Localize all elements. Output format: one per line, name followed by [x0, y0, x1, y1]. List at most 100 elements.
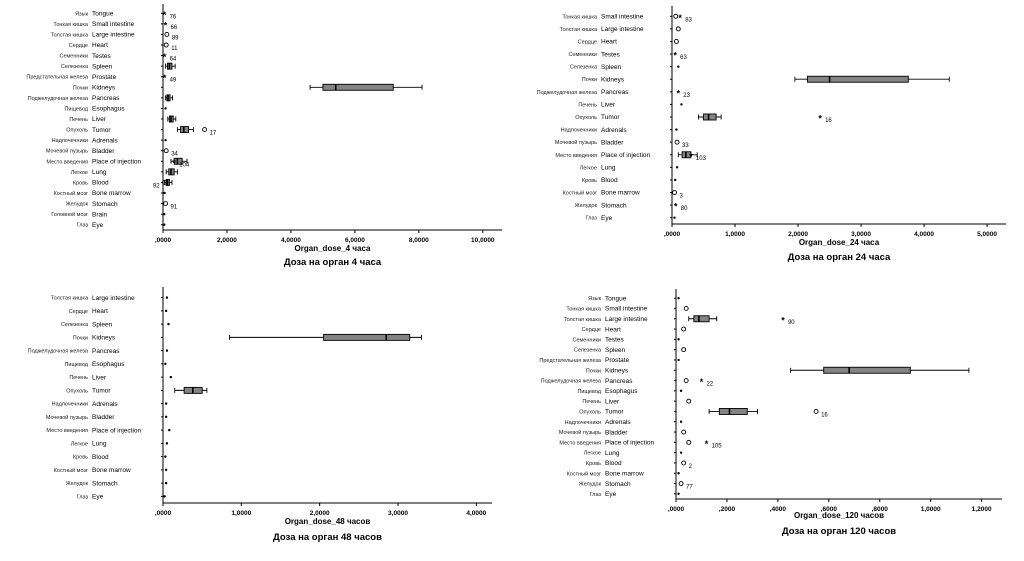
outlier-marker-icon [681, 460, 687, 466]
case-number-label: 16 [825, 118, 832, 124]
organ-label-ru: Опухоль [66, 388, 88, 394]
organ-label-en: Large intestine [605, 316, 648, 323]
organ-label-en: Spleen [601, 64, 622, 71]
outlier-marker-icon [672, 190, 677, 195]
organ-label-en: Bone marrow [605, 470, 644, 477]
organ-label-ru: Язык [588, 296, 601, 302]
organ-label-en: Adrenals [601, 127, 627, 134]
case-number-label: 23 [683, 93, 690, 99]
point-marker-icon [164, 309, 168, 313]
extreme-marker-icon: * [673, 51, 677, 61]
point-marker-icon [677, 358, 680, 362]
x-tick-label: 1,0000 [231, 510, 251, 517]
organ-label-ru: Селезенка [574, 348, 602, 354]
point-marker-icon [164, 468, 168, 472]
organ-label-en: Kidneys [605, 367, 629, 374]
outlier-marker-icon [681, 326, 687, 332]
outlier-marker-icon [162, 179, 168, 185]
x-tick-label: 2,0000 [788, 231, 808, 238]
boxplot-box [807, 75, 909, 83]
extreme-marker-icon: * [674, 202, 678, 212]
organ-label-en: Place of injection [92, 427, 142, 434]
extreme-marker-icon: * [689, 151, 693, 161]
chart-panel-organ-dose-120h: ,0000 ,2000 ,4000 ,6000 ,8000 1,0000 1,2000 Язы… [520, 281, 1024, 561]
organ-label-ru: Толстая кишка [564, 317, 602, 323]
organ-label-ru: Пищевод [64, 106, 88, 112]
organ-label-ru: Предстательная железа [26, 75, 89, 81]
organ-label-ru: Костный мозг [54, 190, 88, 197]
organ-label-ru: Поджелудочная железа [28, 96, 89, 102]
outlier-marker-icon [673, 39, 679, 44]
organ-label-en: Small intestine [92, 21, 135, 28]
boxplot-box [323, 333, 411, 341]
organ-label-ru: Глаз [77, 494, 89, 500]
organ-label-en: Esophagus [92, 106, 125, 113]
organ-label-en: Large intestine [92, 295, 135, 302]
organ-label-ru: Опухоль [66, 128, 88, 134]
organ-label-ru: Поджелудочная железа [537, 90, 598, 96]
organ-label-ru: Семенники [573, 337, 602, 343]
organ-label-ru: Надпочечники [561, 128, 597, 134]
x-tick-label: 4,0000 [914, 231, 934, 238]
point-marker-icon [164, 138, 167, 142]
organ-label-ru: Глаз [590, 492, 602, 498]
organ-label-en: Liver [605, 398, 620, 405]
outlier-marker-icon [163, 201, 169, 207]
organ-label-ru: Место введения [559, 440, 601, 446]
organ-label-en: Kidneys [601, 76, 625, 83]
organ-label-ru: Тонкая кишка [566, 306, 602, 312]
organ-label-en: Place of injection [605, 440, 655, 447]
boxplot-box [718, 407, 748, 415]
organ-label-ru: Поджелудочная железа [28, 349, 89, 355]
organ-label-ru: Сердце [582, 327, 601, 333]
organ-label-en: Kidneys [92, 84, 116, 91]
case-number-label: 2 [689, 464, 693, 470]
organ-label-en: Bladder [92, 414, 115, 421]
organ-label-ru: Кровь [586, 461, 601, 467]
extreme-marker-icon: * [163, 10, 167, 20]
organ-label-ru: Печень [69, 117, 88, 123]
organ-label-ru: Желудок [66, 481, 89, 487]
extreme-marker-icon: * [163, 52, 167, 62]
case-number-label: 16 [821, 412, 828, 418]
point-marker-icon [673, 216, 676, 219]
organ-label-ru: Почки [582, 77, 597, 83]
organ-label-ru: Место введения [46, 428, 88, 434]
extreme-marker-icon: * [700, 377, 704, 387]
case-number-label: 11 [171, 46, 178, 52]
extreme-marker-icon: * [172, 158, 176, 168]
organ-label-ru: Надпочечники [52, 402, 88, 408]
point-marker-icon [164, 455, 167, 458]
outlier-marker-icon [202, 127, 208, 133]
figure-caption-4h: Доза на орган 4 часа [283, 257, 382, 268]
organ-label-ru: Почки [586, 368, 601, 374]
organ-label-en: Pancreas [605, 378, 633, 385]
organ-label-ru: Толстая кишка [51, 32, 89, 38]
organ-label-en: Tumor [92, 388, 111, 395]
organ-label-ru: Пищевод [64, 362, 88, 368]
organ-label-ru: Тонкая кишка [53, 22, 89, 28]
organ-label-ru: Легкое [71, 441, 88, 447]
organ-label-ru: Язык [75, 11, 88, 17]
x-tick-label: 4,0000 [466, 510, 486, 517]
organ-label-en: Heart [92, 308, 108, 315]
organ-label-ru: Костный мозг [54, 467, 88, 474]
case-number-label: 3 [680, 194, 684, 200]
x-tick-label: 5,0000 [977, 231, 997, 238]
case-number-label: 92 [153, 183, 160, 189]
x-tick-label: ,0000 [155, 510, 172, 517]
organ-label-en: Prostate [92, 74, 117, 81]
x-tick-label: 2,0000 [217, 237, 237, 244]
organ-label-ru: Надпочечники [52, 138, 88, 144]
organ-label-en: Large intestine [92, 32, 135, 39]
boxplot-svg-24h: ,0000 1,0000 2,0000 3,0000 4,0000 5,0000 Тонка… [537, 6, 1006, 238]
case-number-label: 49 [170, 78, 177, 84]
organ-label-en: Bladder [92, 148, 115, 155]
organ-label-en: Testes [601, 51, 621, 58]
case-number-label: 17 [210, 131, 217, 137]
organ-label-en: Bladder [605, 429, 628, 436]
x-axis-title-48h: Organ_dose_48 часов [284, 517, 371, 526]
organ-label-ru: Печень [582, 399, 601, 405]
case-number-label: 33 [682, 143, 689, 149]
